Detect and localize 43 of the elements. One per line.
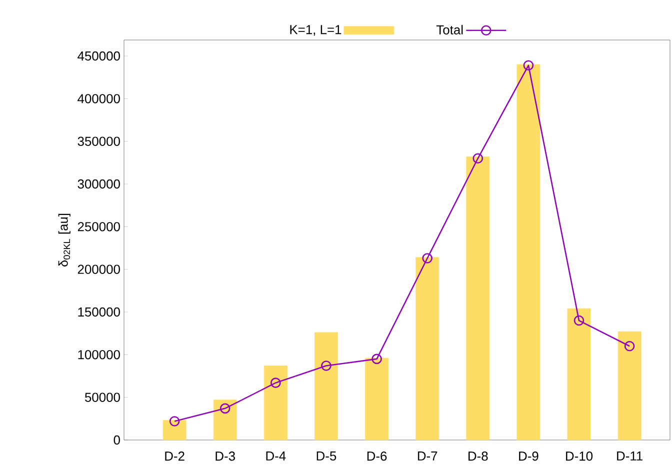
point [624, 340, 635, 352]
x-tick-label: D-10 [566, 452, 593, 461]
y-tick-label: 200000 [78, 264, 120, 274]
point [169, 416, 180, 426]
x-tick-label: D-8 [468, 452, 488, 461]
x-tick-label: D-4 [266, 452, 286, 460]
point [270, 378, 281, 388]
x-tick-label: D-3 [216, 452, 235, 461]
bar [264, 366, 288, 440]
y-tick-label: 100000 [78, 350, 120, 360]
point [220, 403, 230, 414]
point [574, 315, 584, 326]
y-tick-label: 250000 [78, 222, 120, 232]
point [472, 153, 484, 164]
x-tick-label: D-6 [367, 452, 387, 461]
x-tick-label: D-5 [316, 452, 336, 461]
y-tick-label: 0 [114, 435, 120, 445]
y-tick-label: 400000 [78, 94, 120, 104]
y-tick-label: 150000 [78, 307, 120, 317]
bar [162, 420, 186, 440]
y-axis-title: δ$_{02KL}$ [au] [58, 214, 70, 266]
y-tick-label: 350000 [78, 136, 120, 146]
bar [466, 156, 490, 440]
legend-label: Total [436, 24, 463, 34]
legend-label: K=1, L=1 [290, 25, 342, 36]
bar [516, 64, 540, 440]
bar [365, 358, 388, 440]
bar [416, 257, 440, 440]
y-tick-label: 450000 [78, 51, 120, 61]
bar [314, 332, 338, 440]
x-tick-label: D-11 [617, 452, 642, 460]
bar [618, 331, 642, 440]
point [422, 253, 432, 264]
bar [567, 308, 591, 440]
point [372, 354, 382, 364]
y-tick-label: 50000 [84, 392, 120, 402]
x-tick-label: D-7 [418, 452, 438, 460]
x-tick-label: D-2 [165, 452, 184, 461]
point [321, 360, 332, 371]
y-tick-label: 300000 [78, 179, 120, 189]
point [523, 60, 534, 71]
x-tick-label: D-9 [519, 452, 538, 461]
bar [213, 400, 237, 440]
